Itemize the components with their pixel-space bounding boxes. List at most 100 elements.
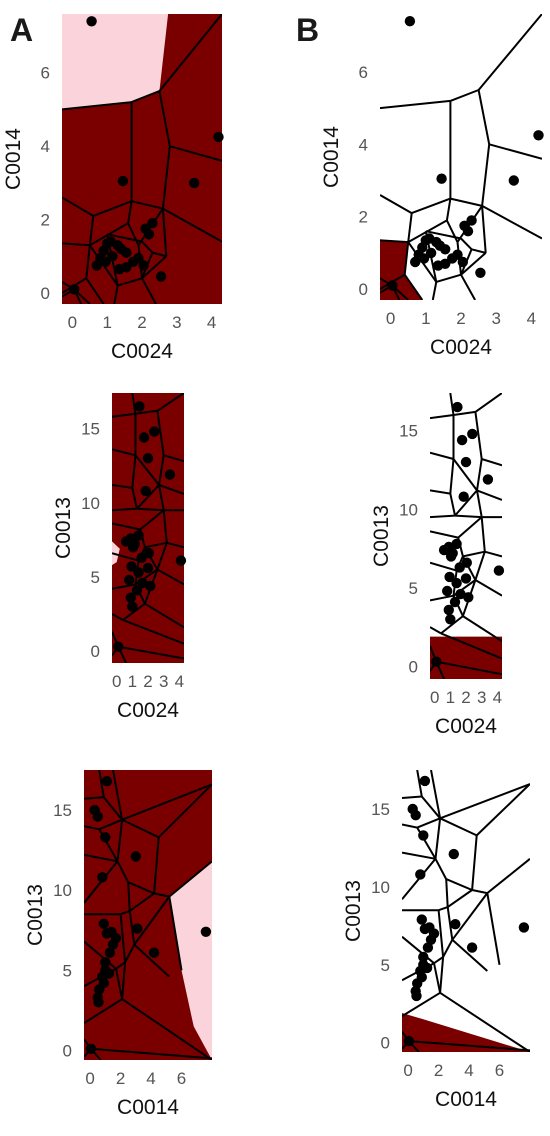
voronoi-edge [474,579,502,597]
voronoi-edge [462,615,502,643]
panel-label-a: A [10,12,34,48]
voronoi-edge [474,393,502,413]
voronoi-edge [156,410,165,456]
data-point [189,177,200,189]
voronoi-edge [127,201,133,224]
x-axis-label: C0024 [117,699,179,722]
data-point [455,588,466,600]
data-point [442,585,453,597]
voronoi-edge [129,892,155,912]
voronoi-edge [430,770,442,819]
voronoi-edge [98,770,105,798]
y-tick-label: 0 [91,642,100,661]
data-point [148,947,160,958]
x-axis-label: C0024 [430,336,492,359]
voronoi-edge [407,212,413,243]
voronoi-edge [433,956,444,965]
voronoi-edge [112,448,136,457]
data-point [410,256,421,268]
y-axis-label: C0014 [320,126,343,188]
y-tick-label: 0 [63,1041,72,1060]
voronoi-edge [446,219,459,243]
panel-label-b: B [296,12,320,48]
data-point [145,580,156,592]
data-point [457,256,468,268]
x-tick-label: 2 [143,672,152,691]
voronoi-edge [90,1047,212,1060]
voronoi-edge [447,889,473,908]
data-point [482,474,494,485]
voronoi-edge [449,458,455,494]
data-point [125,592,136,603]
voronoi-edge [112,552,139,562]
data-point [138,260,149,271]
x-tick-label: 1 [446,688,455,707]
voronoi-edge [158,484,165,511]
voronoi-edge [135,409,158,415]
voronoi-edge [445,198,452,221]
data-point [130,851,141,862]
y-axis-label: C0013 [342,880,365,942]
y-tick-label: 15 [81,420,100,439]
voronoi-edge [476,489,502,501]
voronoi-edge [131,393,137,414]
x-tick-label: 3 [172,313,181,332]
data-point [92,811,103,822]
data-point [425,934,437,945]
voronoi-edge [85,277,105,304]
voronoi-edge [118,645,184,660]
voronoi-edge [113,285,119,304]
data-point [132,923,143,934]
data-point [94,984,105,995]
data-point [121,247,132,258]
voronoi-edge [161,208,168,257]
y-tick-label: 2 [41,211,50,230]
y-tick-label: 5 [409,579,418,598]
voronoi-edge [112,583,136,590]
data-point [451,577,462,589]
voronoi-edge [131,487,138,509]
voronoi-edge [121,783,212,821]
voronoi-edge [486,858,530,894]
voronoi-edge [144,602,184,629]
voronoi-edge [477,89,491,145]
voronoi-edge [452,458,478,491]
x-tick-label: 3 [491,309,500,328]
voronoi-edge [166,541,184,549]
voronoi-edge [144,541,168,549]
x-tick-label: 4 [146,1069,155,1088]
voronoi-edge [122,619,184,645]
voronoi-edge [439,783,530,820]
voronoi-edge [454,514,482,519]
voronoi-edge [476,458,483,491]
voronoi-edge [425,230,462,240]
voronoi-edge [157,783,212,839]
data-point [418,951,429,963]
x-tick-label: 3 [159,672,168,691]
voronoi-edge [439,817,478,837]
voronoi-edge [92,200,132,217]
voronoi-edge [433,962,442,994]
voronoi-edge [153,892,170,898]
y-axis-label: C0014 [2,128,25,190]
data-point [107,251,118,262]
data-point [460,456,472,468]
x-tick-label: 1 [421,309,430,328]
voronoi-edge [484,550,502,558]
data-point [126,561,137,572]
data-point [140,223,151,234]
data-point [415,869,426,880]
voronoi-edge [474,551,486,581]
voronoi-edge [158,90,171,147]
voronoi-edge [434,818,442,859]
data-point [213,131,224,143]
plot-background [430,393,502,679]
voronoi-edge [416,817,441,829]
data-point [449,596,461,608]
voronoi-edge [488,143,542,160]
voronoi-edge [439,956,445,993]
voronoi-edge [481,458,502,467]
